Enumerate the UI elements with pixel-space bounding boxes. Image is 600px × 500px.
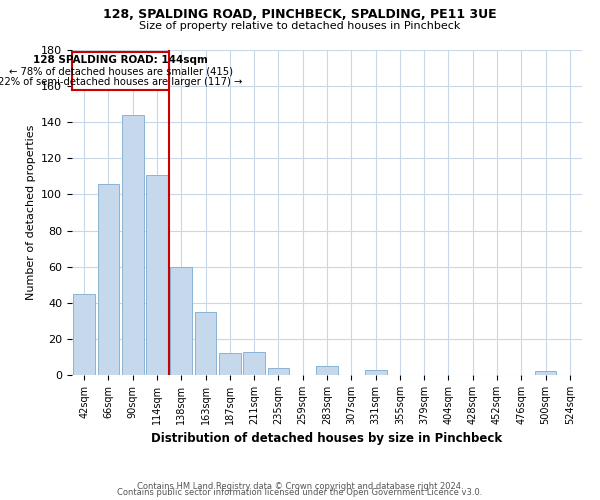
Bar xyxy=(97,184,119,375)
Bar xyxy=(73,294,95,375)
Text: 128, SPALDING ROAD, PINCHBECK, SPALDING, PE11 3UE: 128, SPALDING ROAD, PINCHBECK, SPALDING,… xyxy=(103,8,497,20)
Text: 22% of semi-detached houses are larger (117) →: 22% of semi-detached houses are larger (… xyxy=(0,77,243,87)
FancyBboxPatch shape xyxy=(72,52,169,90)
Bar xyxy=(535,372,556,375)
Text: Contains HM Land Registry data © Crown copyright and database right 2024.: Contains HM Land Registry data © Crown c… xyxy=(137,482,463,491)
Text: 128 SPALDING ROAD: 144sqm: 128 SPALDING ROAD: 144sqm xyxy=(33,56,208,66)
Bar xyxy=(219,354,241,375)
Bar xyxy=(316,366,338,375)
Bar xyxy=(243,352,265,375)
Text: Contains public sector information licensed under the Open Government Licence v3: Contains public sector information licen… xyxy=(118,488,482,497)
X-axis label: Distribution of detached houses by size in Pinchbeck: Distribution of detached houses by size … xyxy=(151,432,503,446)
Text: Size of property relative to detached houses in Pinchbeck: Size of property relative to detached ho… xyxy=(139,21,461,31)
Bar xyxy=(122,115,143,375)
Bar xyxy=(170,266,192,375)
Bar xyxy=(146,174,168,375)
Bar xyxy=(268,368,289,375)
Y-axis label: Number of detached properties: Number of detached properties xyxy=(26,125,35,300)
Text: ← 78% of detached houses are smaller (415): ← 78% of detached houses are smaller (41… xyxy=(8,66,233,76)
Bar xyxy=(194,312,217,375)
Bar xyxy=(365,370,386,375)
